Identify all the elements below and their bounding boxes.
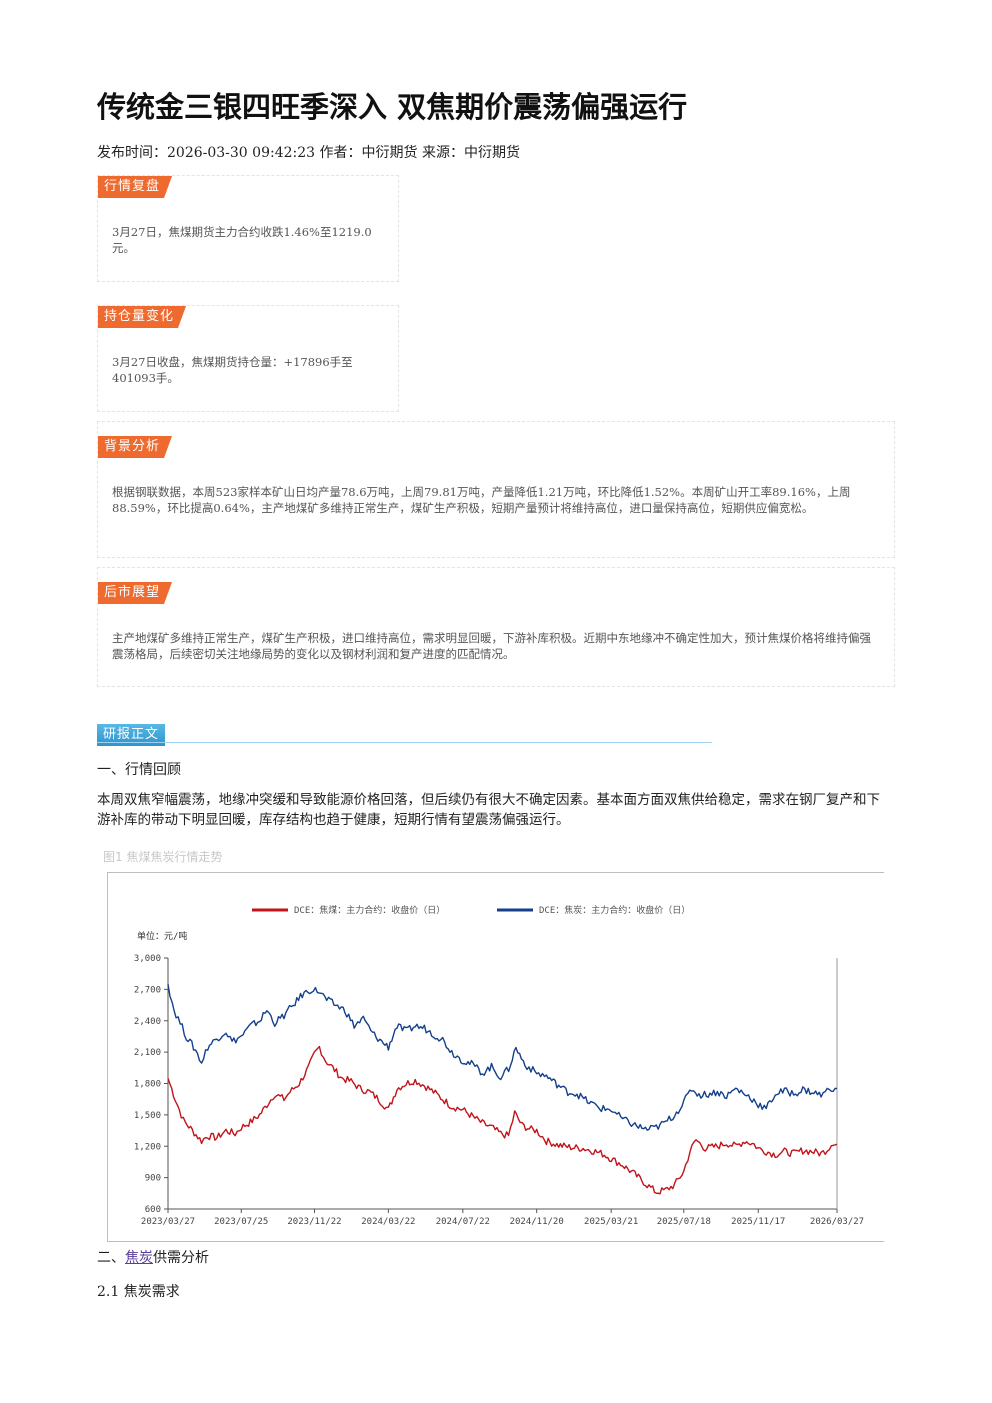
x-tick-label: 2024/03/22 <box>361 1217 415 1227</box>
y-tick-label: 1,200 <box>134 1142 161 1152</box>
chart-axes: 3,000 2,700 2,400 2,100 1,800 1,500 1,200 900 60… <box>134 954 864 1227</box>
outlook-box: 后市展望 主产地煤矿多维持正常生产，煤矿生产积极，进口维持高位，需求明显回暖，下… <box>97 567 895 687</box>
legend-label-coke: DCE：焦炭：主力合约：收盘价（日） <box>539 904 690 916</box>
chart-background <box>107 872 884 1242</box>
series-line-coke <box>167 983 838 1131</box>
position-change-text: 3月27日收盘，焦煤期货持仓量：+17896手至401093手。 <box>112 355 353 385</box>
outlook-tag: 后市展望 <box>98 582 172 604</box>
x-tick-label: 2023/03/27 <box>141 1217 195 1227</box>
legend-label-coal: DCE：焦煤：主力合约：收盘价（日） <box>294 904 445 916</box>
y-tick-label: 600 <box>145 1205 161 1215</box>
x-tick-label: 2025/11/17 <box>731 1217 785 1227</box>
heading-coke-suffix: 供需分析 <box>153 1250 209 1266</box>
coke-link[interactable]: 焦炭 <box>125 1250 153 1266</box>
heading-coke-analysis: 二、焦炭供需分析 <box>97 1247 209 1267</box>
report-section-divider <box>97 742 712 743</box>
chart-series <box>167 983 838 1195</box>
x-tick-label: 2025/03/21 <box>584 1217 638 1227</box>
y-tick-label: 1,800 <box>134 1080 161 1090</box>
x-tick-label: 2024/07/22 <box>436 1217 490 1227</box>
article-meta: 发布时间：2026-03-30 09:42:23 作者：中衍期货 来源：中衍期货 <box>97 145 520 161</box>
y-tick-label: 3,000 <box>134 954 161 964</box>
report-section-tag: 研报正文 <box>97 724 166 746</box>
x-tick-label: 2023/11/22 <box>287 1217 341 1227</box>
x-tick-label: 2024/11/20 <box>510 1217 564 1227</box>
price-chart: DCE：焦煤：主力合约：收盘价（日） DCE：焦炭：主力合约：收盘价（日） 单位：… <box>107 872 884 1242</box>
heading-coke-demand: 2.1 焦炭需求 <box>97 1284 180 1300</box>
y-tick-label: 2,400 <box>134 1017 161 1027</box>
y-tick-label: 2,100 <box>134 1048 161 1058</box>
market-review-tag: 行情复盘 <box>98 176 172 198</box>
series-line-coal <box>167 1045 838 1195</box>
y-tick-label: 900 <box>145 1174 161 1184</box>
y-tick-label: 2,700 <box>134 985 161 995</box>
background-analysis-text: 根据钢联数据，本周523家样本矿山日均产量78.6万吨，上周79.81万吨，产量… <box>112 485 851 515</box>
market-review-box: 行情复盘 3月27日，焦煤期货主力合约收跌1.46%至1219.0元。 <box>97 175 399 282</box>
background-analysis-box: 背景分析 根据钢联数据，本周523家样本矿山日均产量78.6万吨，上周79.81… <box>97 421 895 558</box>
y-axis-label: 单位：元/吨 <box>137 930 187 942</box>
market-review-text: 3月27日，焦煤期货主力合约收跌1.46%至1219.0元。 <box>112 225 372 255</box>
outlook-text: 主产地煤矿多维持正常生产，煤矿生产积极，进口维持高位，需求明显回暖，下游补库积极… <box>112 631 871 661</box>
figure-caption: 图1 焦煤焦炭行情走势 <box>103 850 223 864</box>
chart-legend: DCE：焦煤：主力合约：收盘价（日） DCE：焦炭：主力合约：收盘价（日） <box>252 904 690 916</box>
x-tick-label: 2023/07/25 <box>214 1217 268 1227</box>
x-tick-label: 2025/07/18 <box>657 1217 711 1227</box>
position-change-box: 持仓量变化 3月27日收盘，焦煤期货持仓量：+17896手至401093手。 <box>97 305 399 412</box>
y-tick-label: 1,500 <box>134 1111 161 1121</box>
x-tick-label: 2026/03/27 <box>810 1217 864 1227</box>
position-change-tag: 持仓量变化 <box>98 306 186 328</box>
background-analysis-tag: 背景分析 <box>98 436 172 458</box>
market-review-paragraph: 本周双焦窄幅震荡，地缘冲突缓和导致能源价格回落，但后续仍有很大不确定因素。基本面… <box>97 792 880 828</box>
article-title: 传统金三银四旺季深入 双焦期价震荡偏强运行 <box>97 90 688 124</box>
heading-coke-prefix: 二、 <box>97 1250 125 1266</box>
heading-market-review: 一、行情回顾 <box>97 762 181 778</box>
